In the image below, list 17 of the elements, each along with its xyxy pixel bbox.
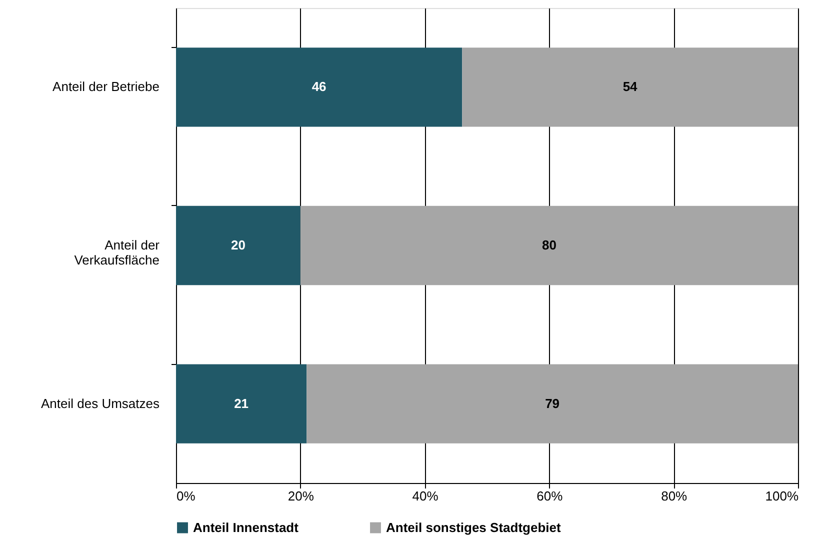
x-tick-label: 100% (765, 488, 799, 504)
data-label: 54 (622, 79, 638, 94)
y-tick-label: Anteil der Verkaufsfläche (74, 238, 160, 268)
data-label: 80 (542, 238, 556, 252)
legend-label: Anteil sonstiges Stadtgebiet (386, 520, 562, 535)
data-label: 46 (312, 79, 326, 94)
x-tick-label: 80% (661, 488, 688, 504)
data-label: 20 (230, 238, 246, 252)
x-tick-label: 0% (176, 488, 196, 504)
x-tick-label: 60% (536, 488, 564, 504)
data-label: 21 (234, 396, 249, 411)
y-tick-label: Anteil der Betriebe (52, 79, 160, 94)
legend-label: Anteil Innenstadt (193, 520, 300, 535)
data-label: 79 (545, 396, 560, 411)
x-tick-label: 40% (412, 488, 439, 504)
y-tick-label: Anteil des Umsatzes (41, 396, 160, 411)
x-tick-label: 20% (288, 488, 314, 504)
